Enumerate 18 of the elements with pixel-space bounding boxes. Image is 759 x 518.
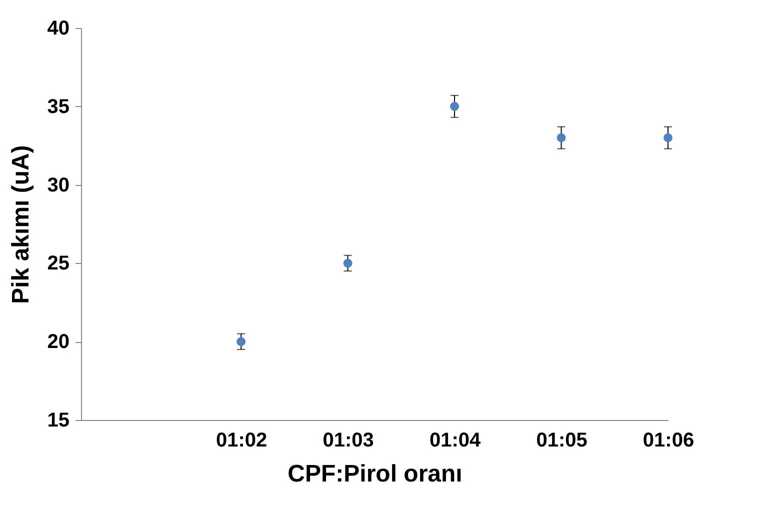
y-tick-label: 20 bbox=[47, 331, 70, 354]
point bbox=[236, 337, 246, 346]
y-tick-label: 35 bbox=[47, 96, 70, 118]
x-tick-label: 01:06 bbox=[642, 430, 694, 452]
y-axis-title: Pik akımı (uA) bbox=[7, 145, 34, 304]
x-tick-label: 01:03 bbox=[322, 430, 374, 452]
x-tick-label: 01:02 bbox=[216, 430, 268, 452]
point bbox=[556, 133, 566, 142]
y-tick-label: 25 bbox=[47, 252, 70, 275]
point bbox=[343, 258, 352, 268]
x-axis-title: CPF:Pirol oranı bbox=[288, 460, 462, 488]
point bbox=[664, 133, 672, 142]
point bbox=[450, 102, 460, 111]
x-tick-label: 01:04 bbox=[429, 430, 482, 452]
x-tick-label: 01:05 bbox=[536, 430, 588, 452]
y-tick-label: 15 bbox=[47, 410, 70, 432]
y-tick-label: 40 bbox=[47, 18, 70, 40]
y-tick-label: 30 bbox=[47, 174, 70, 196]
